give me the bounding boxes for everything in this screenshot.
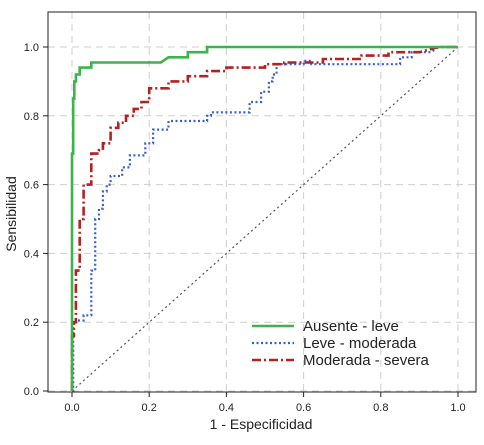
x-axis-label: 1 - Especificidad	[210, 416, 313, 432]
y-tick-label: 0.8	[24, 111, 39, 123]
y-tick-label: 1.0	[24, 42, 39, 54]
y-axis-label: Sensibilidad	[3, 176, 19, 252]
legend-label: Moderada - severa	[303, 352, 430, 369]
y-axis-ticks: 0.0 0.2 0.4 0.6 0.8 1.0	[24, 42, 48, 398]
legend-label: Leve - moderada	[303, 335, 417, 352]
legend-label: Ausente - leve	[303, 318, 399, 335]
plot-background	[48, 12, 476, 392]
plot-frame	[47, 11, 477, 393]
reference-line-group	[71, 46, 459, 392]
series-leve-moderada-line	[72, 45, 458, 393]
series-moderada-severa-line	[70, 45, 458, 391]
y-tick-label: 0.2	[24, 317, 39, 329]
x-axis-ticks: 0.0 0.2 0.4 0.6 0.8 1.0	[64, 392, 466, 414]
grid-lines	[48, 12, 476, 392]
x-tick-label: 0.8	[373, 402, 388, 414]
legend-item: Moderada - severa	[252, 352, 430, 369]
y-tick-label: 0.0	[24, 386, 39, 398]
y-tick-label: 0.6	[24, 180, 39, 192]
x-tick-label: 1.0	[450, 402, 465, 414]
legend-item: Leve - moderada	[252, 335, 417, 352]
legend: Ausente - leve Leve - moderada Moderada …	[252, 318, 430, 369]
reference-diagonal-line	[71, 46, 459, 392]
legend-item: Ausente - leve	[252, 318, 399, 335]
x-tick-label: 0.2	[142, 402, 157, 414]
series-lines	[70, 45, 458, 393]
series-ausente-leve-line	[70, 45, 458, 391]
x-tick-label: 0.0	[64, 402, 79, 414]
x-tick-label: 0.6	[296, 402, 311, 414]
x-tick-label: 0.4	[219, 402, 234, 414]
y-tick-label: 0.4	[24, 248, 39, 260]
